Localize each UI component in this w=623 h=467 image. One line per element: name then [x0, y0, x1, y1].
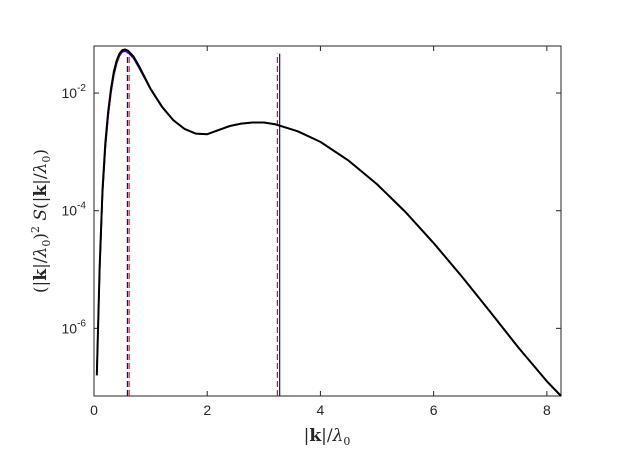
- x-axis-label: |k|/λ0: [304, 426, 351, 448]
- series-lines: [95, 48, 562, 397]
- series-line-2: [95, 48, 562, 397]
- y-axis-label: (|k|/λ0)2 S(|k|/λ0): [29, 149, 53, 293]
- x-tick-label: 2: [203, 402, 211, 418]
- x-tick-label: 6: [430, 402, 438, 418]
- tick-labels: 0 2 4 6 8 10-6 10-4 10-2: [62, 83, 551, 418]
- y-tick-label: 10-4: [62, 201, 87, 219]
- y-tick-label: 10-6: [62, 318, 87, 336]
- ticks: [93, 46, 561, 396]
- vertical-markers: [126, 53, 281, 396]
- x-tick-label: 8: [543, 402, 551, 418]
- y-tick-label: 10-2: [62, 83, 87, 101]
- plot-area: [93, 45, 562, 397]
- x-tick-label: 0: [90, 402, 98, 418]
- x-tick-label: 4: [317, 402, 325, 418]
